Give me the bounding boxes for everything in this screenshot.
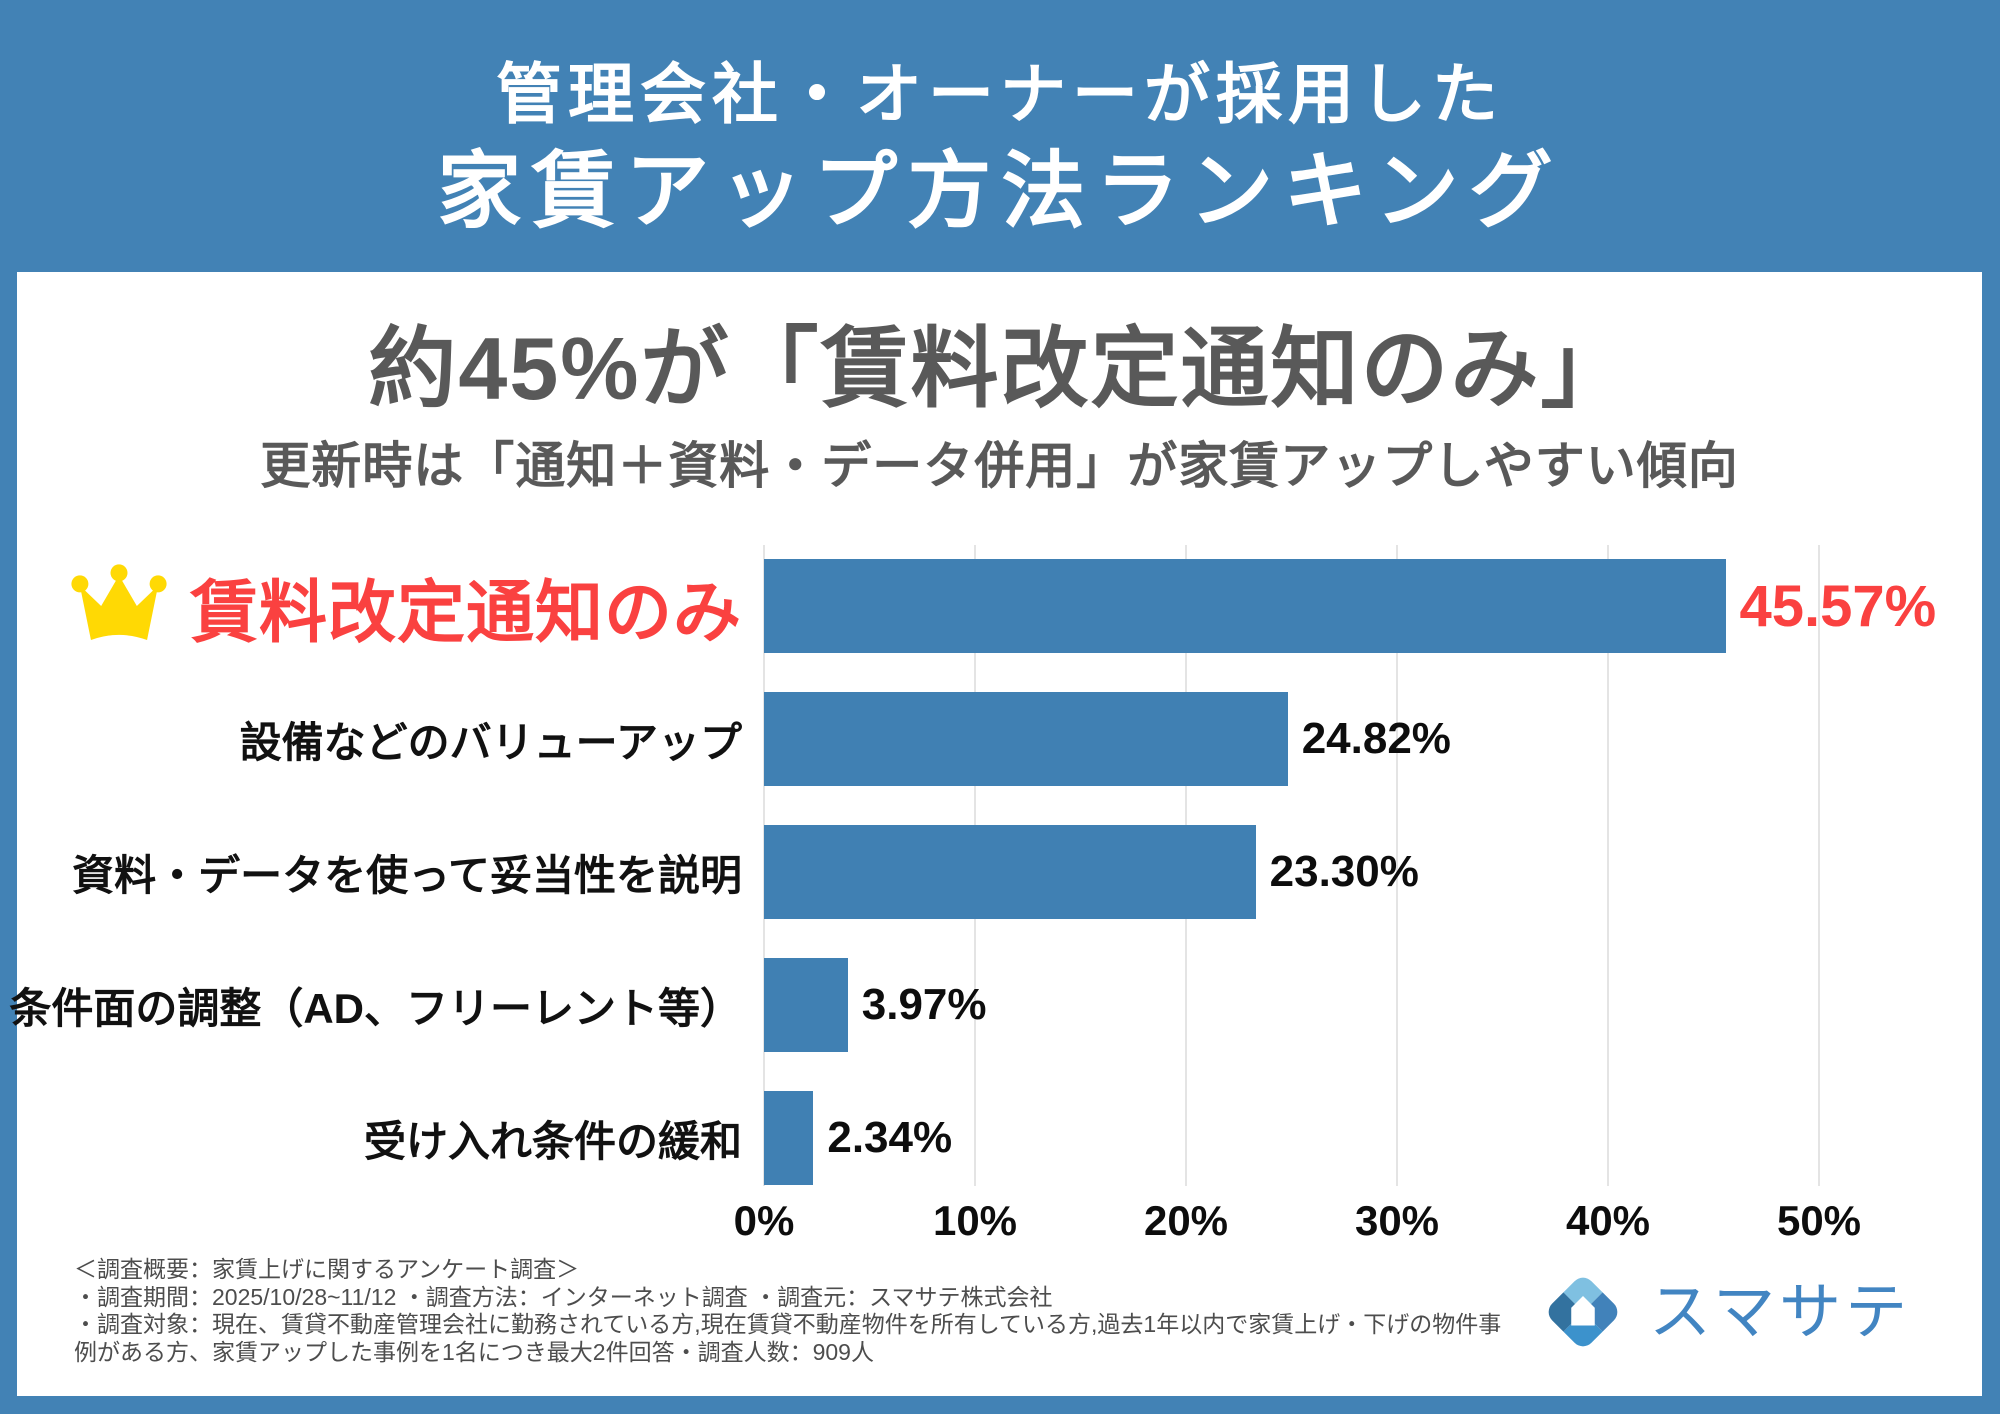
subtitle: 更新時は「通知＋資料・データ併用」が家賃アップしやすい傾向 xyxy=(260,438,1739,494)
category-label: 受け入れ条件の緩和 xyxy=(363,1117,742,1165)
x-tick-0: 0% xyxy=(733,1197,795,1244)
headline: 約45%が「賃料改定通知のみ」 xyxy=(368,319,1631,418)
row-4-label-group: 条件面の調整（AD、フリーレント等） xyxy=(9,958,764,1052)
gridline-30 xyxy=(1396,545,1398,1186)
row-1-label-group: 賃料改定通知のみ xyxy=(17,559,764,653)
row-1-bar-area: 45.57% xyxy=(764,559,1936,653)
x-tick-50: 50% xyxy=(1776,1197,1862,1244)
gridline-40 xyxy=(1607,545,1609,1186)
gridline-50 xyxy=(1818,545,1820,1186)
bar-value: 2.34% xyxy=(827,1113,953,1162)
x-tick-20: 20% xyxy=(1143,1197,1229,1244)
category-label: 条件面の調整（AD、フリーレント等） xyxy=(9,984,742,1032)
x-axis-ticks: 0% 10% 20% 30% 40% 50% xyxy=(17,1198,1982,1244)
page-title-line2: 家賃アップ方法ランキング xyxy=(437,144,1563,238)
brand-logo: スマサテ xyxy=(1541,1270,1911,1354)
bar-value: 23.30% xyxy=(1269,847,1419,896)
chart-card: 約45%が「賃料改定通知のみ」 更新時は「通知＋資料・データ併用」が家賃アップし… xyxy=(9,272,1982,1396)
bar-value: 24.82% xyxy=(1301,714,1451,763)
row-2-bar-area: 24.82% xyxy=(764,692,1819,786)
survey-footnote: ＜調査概要：家賃上げに関するアンケート調査＞ ・調査期間：2025/10/28~… xyxy=(74,1256,1514,1366)
footnote-line-2: ・調査期間：2025/10/28~11/12 ・調査方法：インターネット調査 ・… xyxy=(74,1283,1053,1310)
bar xyxy=(764,958,848,1052)
row-3-bar-area: 23.30% xyxy=(764,825,1819,919)
brand-name: スマサテ xyxy=(1649,1278,1912,1347)
bar xyxy=(764,559,1726,653)
page-title-line1: 管理会社・オーナーが採用した xyxy=(496,57,1504,131)
row-2-label-group: 設備などのバリューアップ xyxy=(17,692,764,786)
row-5-label-group: 受け入れ条件の緩和 xyxy=(17,1091,764,1185)
row-5-bar-area: 2.34% xyxy=(764,1091,1819,1185)
brand-diamond-icon xyxy=(1543,1272,1623,1352)
row-4-bar-area: 3.97% xyxy=(764,958,1819,1052)
footnote-line-3: ・調査対象：現在、賃貸不動産管理会社に勤務されている方,現在賃貸不動産物件を所有… xyxy=(74,1311,1502,1365)
category-label: 資料・データを使って妥当性を説明 xyxy=(72,851,742,899)
bar-value: 3.97% xyxy=(861,980,987,1029)
category-label: 設備などのバリューアップ xyxy=(239,718,742,766)
crown-icon xyxy=(71,564,167,640)
x-tick-10: 10% xyxy=(932,1197,1018,1244)
x-tick-30: 30% xyxy=(1354,1197,1440,1244)
x-tick-40: 40% xyxy=(1565,1197,1651,1244)
bar-value: 45.57% xyxy=(1739,573,1937,639)
footnote-line-1: ＜調査概要：家賃上げに関するアンケート調査＞ xyxy=(74,1256,580,1282)
row-3-label-group: 資料・データを使って妥当性を説明 xyxy=(17,825,764,919)
bar xyxy=(764,1091,814,1185)
bar xyxy=(764,825,1256,919)
category-label: 賃料改定通知のみ xyxy=(189,574,742,651)
chart-row-1: 賃料改定通知のみ 45.57% xyxy=(17,559,1982,653)
chart-row-5: 受け入れ条件の緩和 2.34% xyxy=(17,1091,1982,1185)
header-band: 管理会社・オーナーが採用した 家賃アップ方法ランキング xyxy=(0,0,2000,272)
chart-row-2: 設備などのバリューアップ 24.82% xyxy=(17,692,1982,786)
chart-row-3: 資料・データを使って妥当性を説明 23.30% xyxy=(17,825,1982,919)
bar xyxy=(764,692,1288,786)
chart-row-4: 条件面の調整（AD、フリーレント等） 3.97% xyxy=(9,958,1982,1052)
